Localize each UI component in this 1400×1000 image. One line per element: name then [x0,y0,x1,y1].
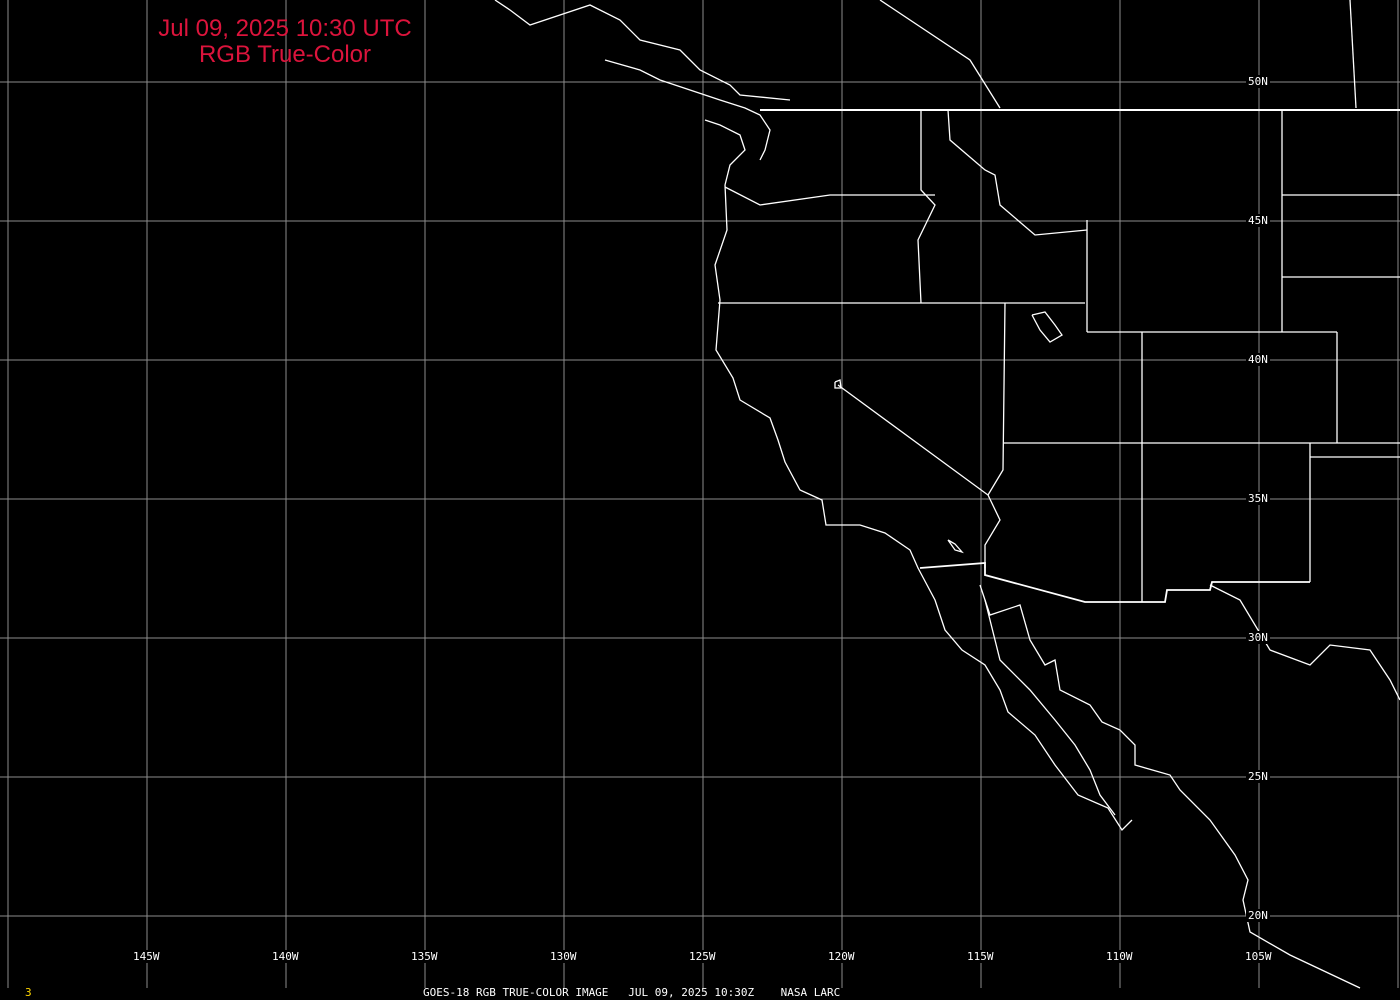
longitude-label: 130W [548,950,579,963]
longitude-label: 145W [131,950,162,963]
latitude-label: 25N [1246,770,1270,783]
latitude-label: 40N [1246,353,1270,366]
frame-number: 3 [25,986,32,999]
mexico-mainland-coast [1209,584,1400,701]
salton-sea [947,539,964,554]
map-title-product: RGB True-Color [198,41,372,68]
latitude-label: 50N [1246,75,1270,88]
wa-or-border [724,186,935,206]
bc-coast [494,0,791,101]
longitude-label: 110W [1104,950,1135,963]
nv-east-border [987,302,1006,496]
baja-gulf-coast [979,584,1361,989]
longitude-label: 140W [270,950,301,963]
latitude-label: 20N [1246,909,1270,922]
latitude-label: 35N [1246,492,1270,505]
map-title-datetime: Jul 09, 2025 10:30 UTC [158,15,412,42]
great-salt-lake [1031,311,1063,343]
longitude-label: 105W [1243,950,1274,963]
longitude-label: 125W [687,950,718,963]
longitude-label: 135W [409,950,440,963]
image-caption: GOES-18 RGB TRUE-COLOR IMAGE JUL 09, 202… [423,986,841,999]
us-mexico-border [919,562,1310,603]
coastlines-and-borders [494,0,1400,989]
baja-east-coast [984,599,1116,816]
vancouver-island-coast [604,59,771,161]
canada-interior-lines [879,0,1001,109]
idaho-montana-border [947,109,1088,236]
ca-nv-border [837,384,1001,568]
longitude-label: 115W [965,950,996,963]
us-west-coast [714,184,1133,832]
longitude-label: 120W [826,950,857,963]
idaho-west-border [917,110,936,304]
latitude-label: 30N [1246,631,1270,644]
latitude-label: 45N [1246,214,1270,227]
lake-tahoe [834,379,842,389]
puget-coast [704,119,746,186]
alberta-sk-line [1349,0,1357,109]
